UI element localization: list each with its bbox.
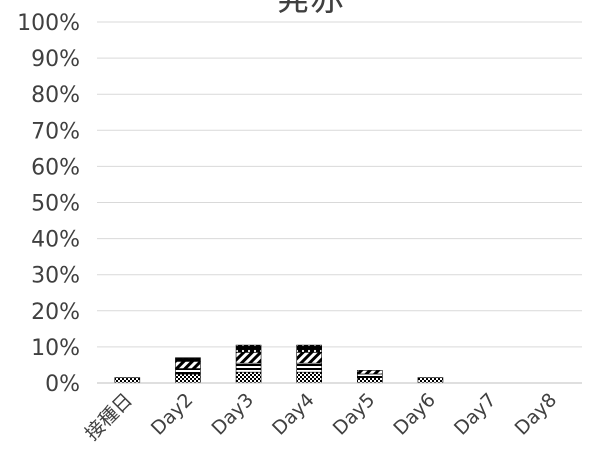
bar-segment xyxy=(175,368,201,375)
bar-segment xyxy=(235,362,262,373)
x-tick-label: 接種日 xyxy=(81,389,137,445)
x-tick-label: Day8 xyxy=(511,389,562,440)
y-tick-label: 30% xyxy=(31,264,80,289)
bar-segment xyxy=(235,344,262,353)
bar-segment xyxy=(114,377,141,384)
y-tick-label: 80% xyxy=(31,83,80,108)
y-tick-label: 60% xyxy=(31,155,80,180)
bar-segment xyxy=(296,371,322,384)
y-tick-label: 40% xyxy=(31,228,80,253)
y-tick-label: 10% xyxy=(31,336,80,361)
bar-segment xyxy=(296,352,322,364)
bar-segment xyxy=(357,370,383,375)
bar-segment xyxy=(296,344,322,353)
bars xyxy=(114,344,444,384)
bar-segment xyxy=(175,357,201,362)
bar-segment xyxy=(175,361,201,369)
bar-segment xyxy=(417,377,444,384)
x-tick-label: Day5 xyxy=(329,389,380,440)
bar-segment xyxy=(235,371,262,384)
y-axis-labels: 0% 10% 20% 30% 40% 50% 60% 70% 80% 90% 100% xyxy=(17,11,80,397)
bar-segment xyxy=(357,377,383,384)
x-tick-label: Day3 xyxy=(207,389,258,440)
chart-title: 発赤 xyxy=(276,0,344,19)
bar-segment xyxy=(296,362,322,373)
y-tick-label: 0% xyxy=(45,372,80,397)
x-tick-label: Day4 xyxy=(268,389,319,440)
gridlines xyxy=(97,21,582,348)
y-tick-label: 90% xyxy=(31,47,80,72)
x-tick-label: Day7 xyxy=(450,389,501,440)
bar-segment xyxy=(357,373,383,378)
x-axis-labels: 接種日 Day2 Day3 Day4 Day5 Day6 Day7 Day8 xyxy=(81,389,561,445)
bar-segment xyxy=(235,352,262,364)
y-tick-label: 20% xyxy=(31,300,80,325)
x-tick-label: Day6 xyxy=(389,389,440,440)
bar-segment xyxy=(175,373,201,384)
y-tick-label: 100% xyxy=(17,11,80,36)
x-tick-label: Day2 xyxy=(147,389,198,440)
y-tick-label: 70% xyxy=(31,119,80,144)
y-tick-label: 50% xyxy=(31,192,80,217)
